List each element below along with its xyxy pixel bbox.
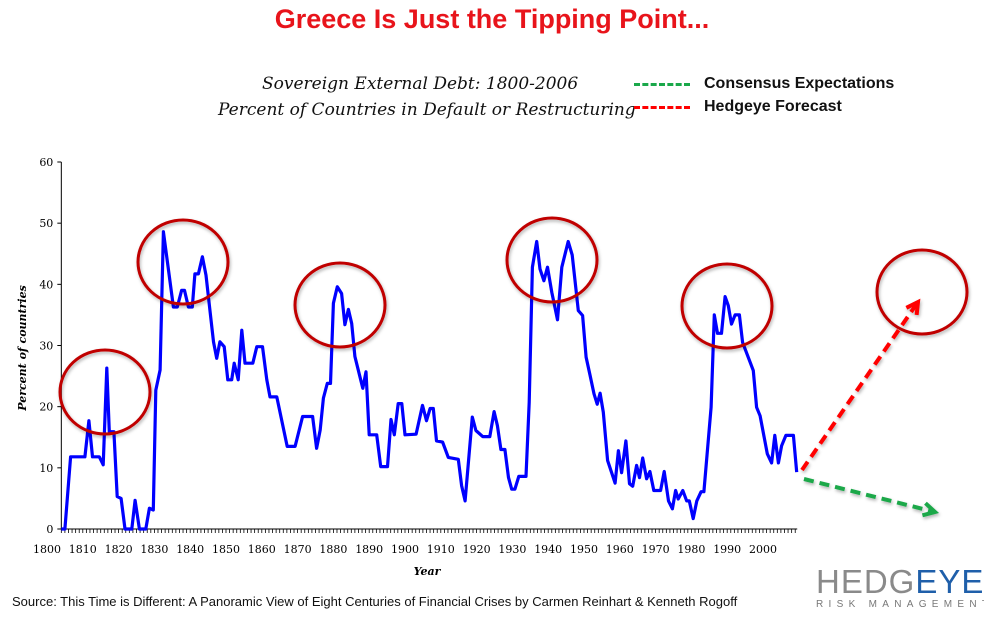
hedgeye-forecast-arrow: [800, 298, 921, 472]
x-tick-label: 1900: [391, 543, 419, 556]
x-axis-label: Year: [414, 565, 442, 578]
x-tick-label: 1830: [140, 543, 168, 556]
x-tick-label: 1970: [642, 543, 670, 556]
x-tick-label: 1960: [606, 543, 634, 556]
x-tick-label: 1820: [105, 543, 133, 556]
highlight-circle: [58, 348, 152, 436]
x-tick-label: 2000: [749, 543, 777, 556]
legend-swatch-green: [634, 82, 690, 86]
x-tick-label: 1870: [284, 543, 312, 556]
x-tick-label: 1810: [69, 543, 97, 556]
logo-text-b: EYE: [915, 563, 984, 600]
y-tick-label: 20: [39, 401, 53, 414]
consensus-expectations-arrow-head: [921, 501, 940, 518]
hedgeye-forecast-arrow-head: [905, 298, 921, 316]
highlight-circle: [680, 262, 774, 350]
y-axis-label: Percent of countries: [16, 285, 29, 412]
x-tick-label: 1910: [427, 543, 455, 556]
y-tick-label: 60: [39, 156, 53, 169]
y-tick-label: 30: [39, 340, 53, 353]
x-tick-label: 1920: [463, 543, 491, 556]
highlight-circle: [136, 218, 230, 306]
legend-item-consensus: Consensus Expectations: [634, 75, 894, 93]
x-tick-label: 1930: [498, 543, 526, 556]
y-tick-label: 50: [39, 217, 53, 230]
chart-title: Sovereign External Debt: 1800-2006: [262, 74, 579, 94]
legend-item-hedgeye: Hedgeye Forecast: [634, 98, 842, 116]
legend-swatch-red: [634, 105, 690, 109]
highlight-circle: [875, 248, 969, 336]
series-line: [61, 230, 799, 531]
consensus-expectations-arrow: [803, 477, 940, 518]
source-note: Source: This Time is Different: A Panora…: [12, 594, 738, 609]
x-tick-label: 1860: [248, 543, 276, 556]
highlight-circle: [293, 261, 387, 349]
x-tick-label: 1890: [355, 543, 383, 556]
x-tick-label: 1980: [677, 543, 705, 556]
y-tick-label: 40: [39, 278, 53, 291]
legend-label: Hedgeye Forecast: [704, 98, 842, 115]
consensus-expectations-arrow-shaft: [803, 477, 936, 514]
x-tick-label: 1840: [176, 543, 204, 556]
logo-tagline: RISK MANAGEMENT: [816, 599, 984, 610]
chart-subtitle: Percent of Countries in Default or Restr…: [218, 100, 636, 120]
x-tick-label: 1850: [212, 543, 240, 556]
headline: Greece Is Just the Tipping Point...: [274, 4, 710, 34]
y-tick-label: 10: [39, 462, 53, 475]
legend-label: Consensus Expectations: [704, 75, 895, 92]
logo-text-a: HEDG: [816, 563, 916, 600]
x-tick-label: 1990: [713, 543, 741, 556]
x-tick-label: 1800: [33, 543, 61, 556]
x-tick-label: 1950: [570, 543, 598, 556]
hedgeye-forecast-arrow-shaft: [800, 300, 920, 472]
x-tick-label: 1940: [534, 543, 562, 556]
y-tick-label: 0: [46, 523, 53, 536]
highlight-circle: [505, 216, 599, 304]
hedgeye-logo: HEDGEYE RISK MANAGEMENT: [816, 563, 984, 610]
x-tick-label: 1880: [319, 543, 347, 556]
